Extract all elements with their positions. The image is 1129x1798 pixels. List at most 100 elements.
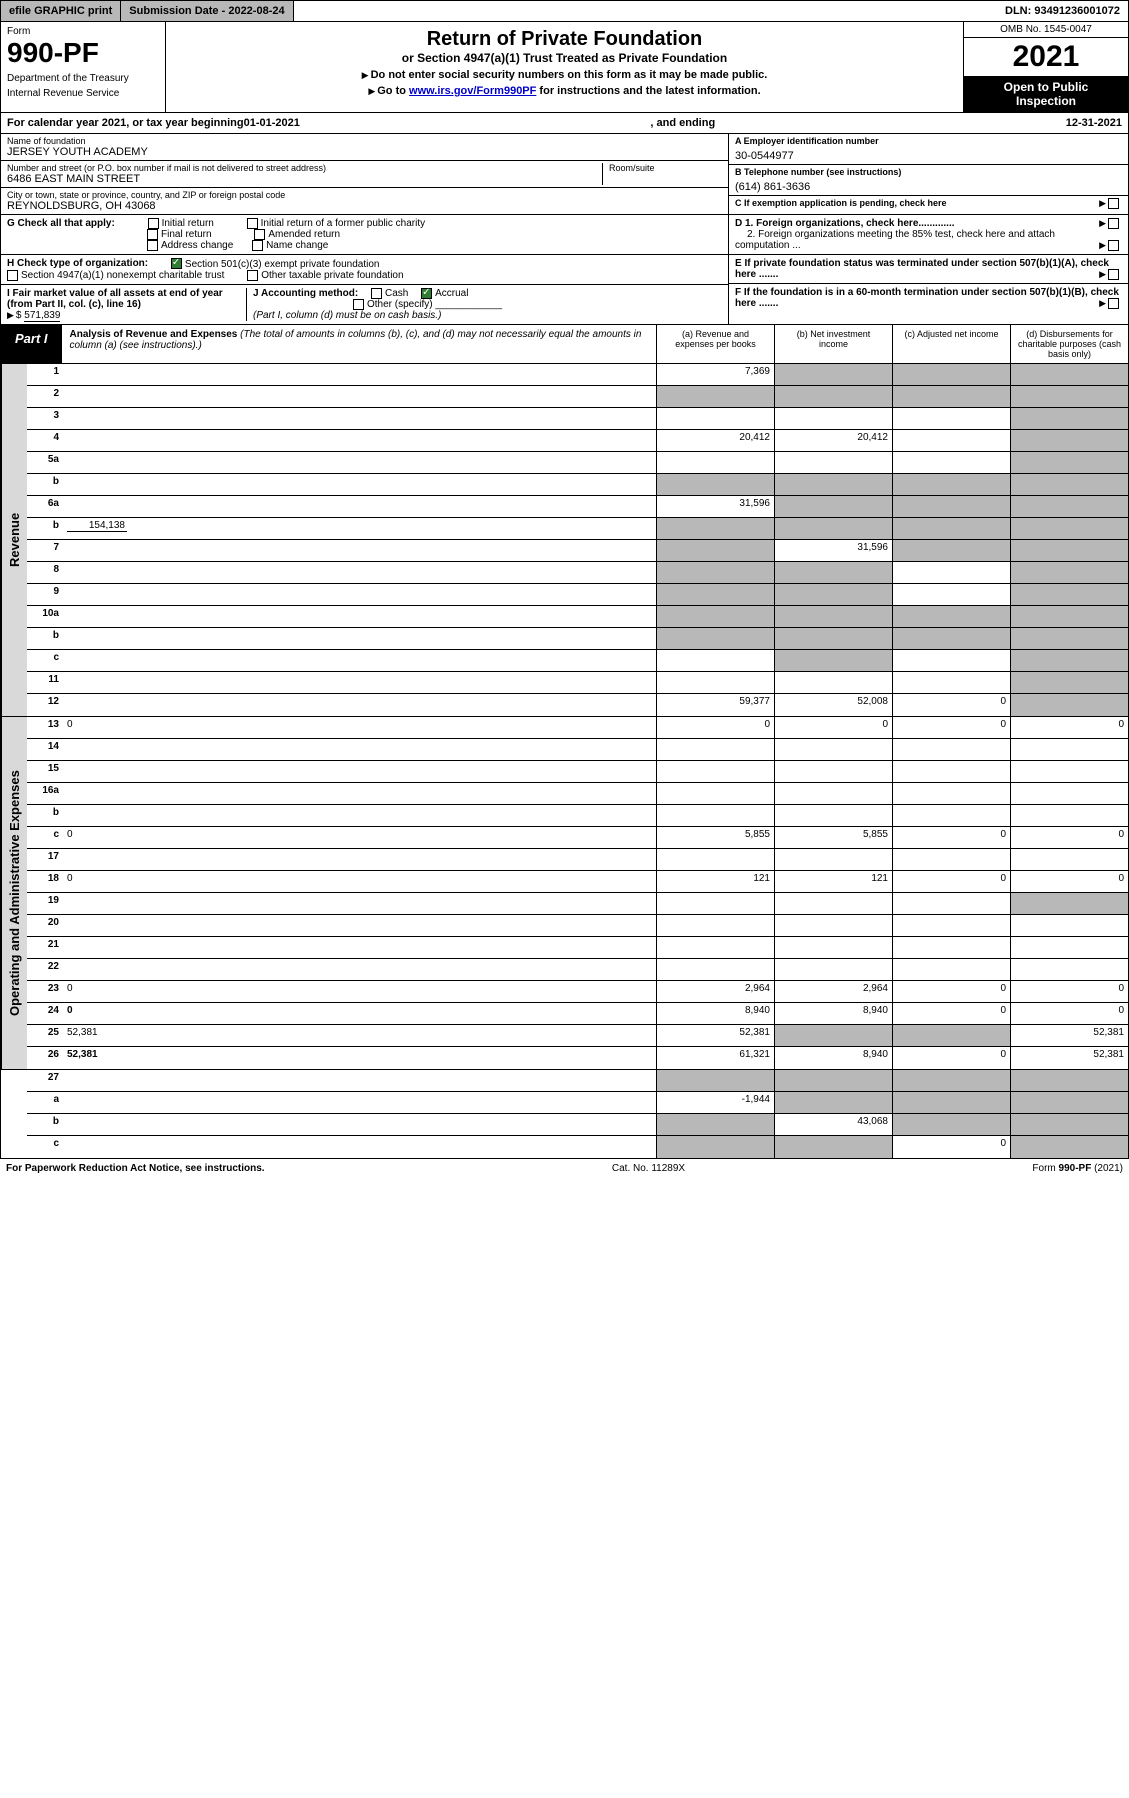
table-row: 16a: [27, 783, 1128, 805]
i-j-row: I Fair market value of all assets at end…: [1, 285, 728, 324]
table-row: 1300000: [27, 717, 1128, 739]
exemption-checkbox[interactable]: [1108, 198, 1119, 209]
table-row: 15: [27, 761, 1128, 783]
initial-former-checkbox[interactable]: [247, 218, 258, 229]
efile-badge: efile GRAPHIC print: [1, 1, 121, 21]
table-row: 6a31,596: [27, 496, 1128, 518]
table-row: 2408,9408,94000: [27, 1003, 1128, 1025]
table-row: 17,369: [27, 364, 1128, 386]
calendar-year-row: For calendar year 2021, or tax year begi…: [0, 113, 1129, 134]
dln: DLN: 93491236001072: [997, 1, 1128, 21]
table-row: 731,596: [27, 540, 1128, 562]
60month-checkbox[interactable]: [1108, 298, 1119, 309]
e-row: E If private foundation status was termi…: [729, 255, 1128, 284]
table-row: 14: [27, 739, 1128, 761]
dept-treasury: Department of the Treasury: [7, 73, 159, 84]
table-row: b: [27, 805, 1128, 827]
address-cell: Number and street (or P.O. box number if…: [1, 161, 728, 188]
form-title: Return of Private Foundation: [176, 28, 953, 51]
other-method-checkbox[interactable]: [353, 299, 364, 310]
form-number: 990-PF: [7, 37, 159, 69]
form-subtitle: or Section 4947(a)(1) Trust Treated as P…: [176, 51, 953, 65]
name-change-checkbox[interactable]: [252, 240, 263, 251]
table-row: 3: [27, 408, 1128, 430]
501c3-checkbox[interactable]: [171, 258, 182, 269]
topbar: efile GRAPHIC print Submission Date - 20…: [0, 0, 1129, 22]
cash-checkbox[interactable]: [371, 288, 382, 299]
identity-block: Name of foundation JERSEY YOUTH ACADEMY …: [0, 134, 1129, 215]
amended-return-checkbox[interactable]: [254, 229, 265, 240]
ssn-note: Do not enter social security numbers on …: [176, 69, 953, 81]
part1-header: Part I Analysis of Revenue and Expenses …: [0, 324, 1129, 364]
city-cell: City or town, state or province, country…: [1, 188, 728, 214]
submission-date: Submission Date - 2022-08-24: [121, 1, 293, 21]
table-row: 22: [27, 959, 1128, 981]
table-row: 27: [27, 1070, 1128, 1092]
goto-note: Go to www.irs.gov/Form990PF for instruct…: [176, 85, 953, 97]
table-row: 20: [27, 915, 1128, 937]
table-row: 2552,38152,38152,381: [27, 1025, 1128, 1047]
85pct-checkbox[interactable]: [1108, 240, 1119, 251]
terminated-checkbox[interactable]: [1108, 269, 1119, 280]
foundation-name-cell: Name of foundation JERSEY YOUTH ACADEMY: [1, 134, 728, 161]
expenses-section: Operating and Administrative Expenses 13…: [0, 717, 1129, 1070]
foreign-org-checkbox[interactable]: [1108, 218, 1119, 229]
table-row: c0: [27, 1136, 1128, 1158]
bottom-section: 27a-1,944b43,068c0: [0, 1070, 1129, 1159]
table-row: b: [27, 628, 1128, 650]
final-return-checkbox[interactable]: [147, 229, 158, 240]
table-row: 19: [27, 893, 1128, 915]
exemption-pending-cell: C If exemption application is pending, c…: [729, 196, 1128, 211]
open-public: Open to PublicInspection: [964, 76, 1128, 112]
other-taxable-checkbox[interactable]: [247, 270, 258, 281]
table-row: c: [27, 650, 1128, 672]
accrual-checkbox[interactable]: [421, 288, 432, 299]
ein-cell: A Employer identification number 30-0544…: [729, 134, 1128, 165]
table-row: 10a: [27, 606, 1128, 628]
f-row: F If the foundation is in a 60-month ter…: [729, 284, 1128, 312]
g-check-row: G Check all that apply: Initial return I…: [1, 215, 728, 255]
part1-label: Part I: [1, 325, 62, 363]
col-b-header: (b) Net investment income: [774, 325, 892, 363]
table-row: 2302,9642,96400: [27, 981, 1128, 1003]
table-row: b 154,138: [27, 518, 1128, 540]
part1-desc: Analysis of Revenue and Expenses (The to…: [62, 325, 656, 363]
table-row: 18012112100: [27, 871, 1128, 893]
omb-number: OMB No. 1545-0047: [964, 22, 1128, 38]
table-row: 8: [27, 562, 1128, 584]
year-block: OMB No. 1545-0047 2021 Open to PublicIns…: [963, 22, 1128, 112]
h-check-row: H Check type of organization: Section 50…: [1, 255, 728, 284]
irs-link[interactable]: www.irs.gov/Form990PF: [409, 85, 536, 97]
revenue-section: Revenue 17,36923420,41220,4125ab6a31,596…: [0, 364, 1129, 717]
form-title-block: Return of Private Foundation or Section …: [166, 22, 963, 112]
table-row: 11: [27, 672, 1128, 694]
check-section: G Check all that apply: Initial return I…: [0, 215, 1129, 324]
table-row: c05,8555,85500: [27, 827, 1128, 849]
table-row: a-1,944: [27, 1092, 1128, 1114]
footer: For Paperwork Reduction Act Notice, see …: [0, 1159, 1129, 1178]
initial-return-checkbox[interactable]: [148, 218, 159, 229]
form-ref: Form 990-PF (2021): [1032, 1163, 1123, 1174]
d-foreign-row: D 1. Foreign organizations, check here..…: [729, 215, 1128, 255]
cat-no: Cat. No. 11289X: [265, 1163, 1033, 1174]
col-c-header: (c) Adjusted net income: [892, 325, 1010, 363]
table-row: 2652,38161,3218,940052,381: [27, 1047, 1128, 1069]
table-row: 9: [27, 584, 1128, 606]
table-row: 420,41220,412: [27, 430, 1128, 452]
address-change-checkbox[interactable]: [147, 240, 158, 251]
table-row: 17: [27, 849, 1128, 871]
phone-cell: B Telephone number (see instructions) (6…: [729, 165, 1128, 196]
table-row: b: [27, 474, 1128, 496]
col-a-header: (a) Revenue and expenses per books: [656, 325, 774, 363]
table-row: 5a: [27, 452, 1128, 474]
table-row: 2: [27, 386, 1128, 408]
form-header: Form 990-PF Department of the Treasury I…: [0, 22, 1129, 113]
form-label: Form: [7, 26, 159, 37]
revenue-sidelabel: Revenue: [1, 364, 27, 716]
irs-label: Internal Revenue Service: [7, 88, 159, 99]
paperwork-notice: For Paperwork Reduction Act Notice, see …: [6, 1163, 265, 1174]
4947a1-checkbox[interactable]: [7, 270, 18, 281]
table-row: 21: [27, 937, 1128, 959]
tax-year: 2021: [964, 38, 1128, 76]
table-row: 1259,37752,0080: [27, 694, 1128, 716]
